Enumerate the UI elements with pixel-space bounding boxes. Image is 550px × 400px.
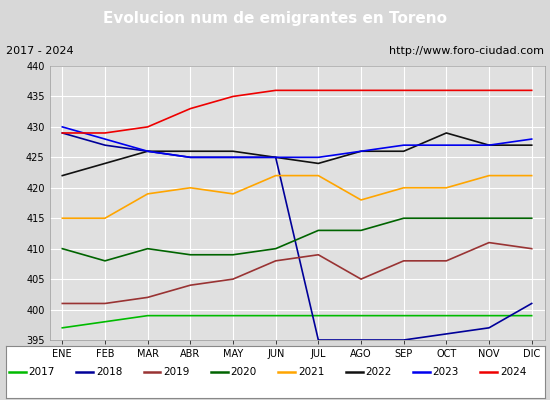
Text: 2023: 2023 <box>433 367 459 377</box>
Text: http://www.foro-ciudad.com: http://www.foro-ciudad.com <box>389 46 544 56</box>
Text: Evolucion num de emigrantes en Toreno: Evolucion num de emigrantes en Toreno <box>103 10 447 26</box>
Text: 2021: 2021 <box>298 367 324 377</box>
Text: 2019: 2019 <box>163 367 190 377</box>
Text: 2018: 2018 <box>96 367 122 377</box>
Text: 2020: 2020 <box>230 367 257 377</box>
Text: 2022: 2022 <box>365 367 392 377</box>
Text: 2024: 2024 <box>500 367 526 377</box>
Text: 2017 - 2024: 2017 - 2024 <box>6 46 73 56</box>
Text: 2017: 2017 <box>29 367 55 377</box>
